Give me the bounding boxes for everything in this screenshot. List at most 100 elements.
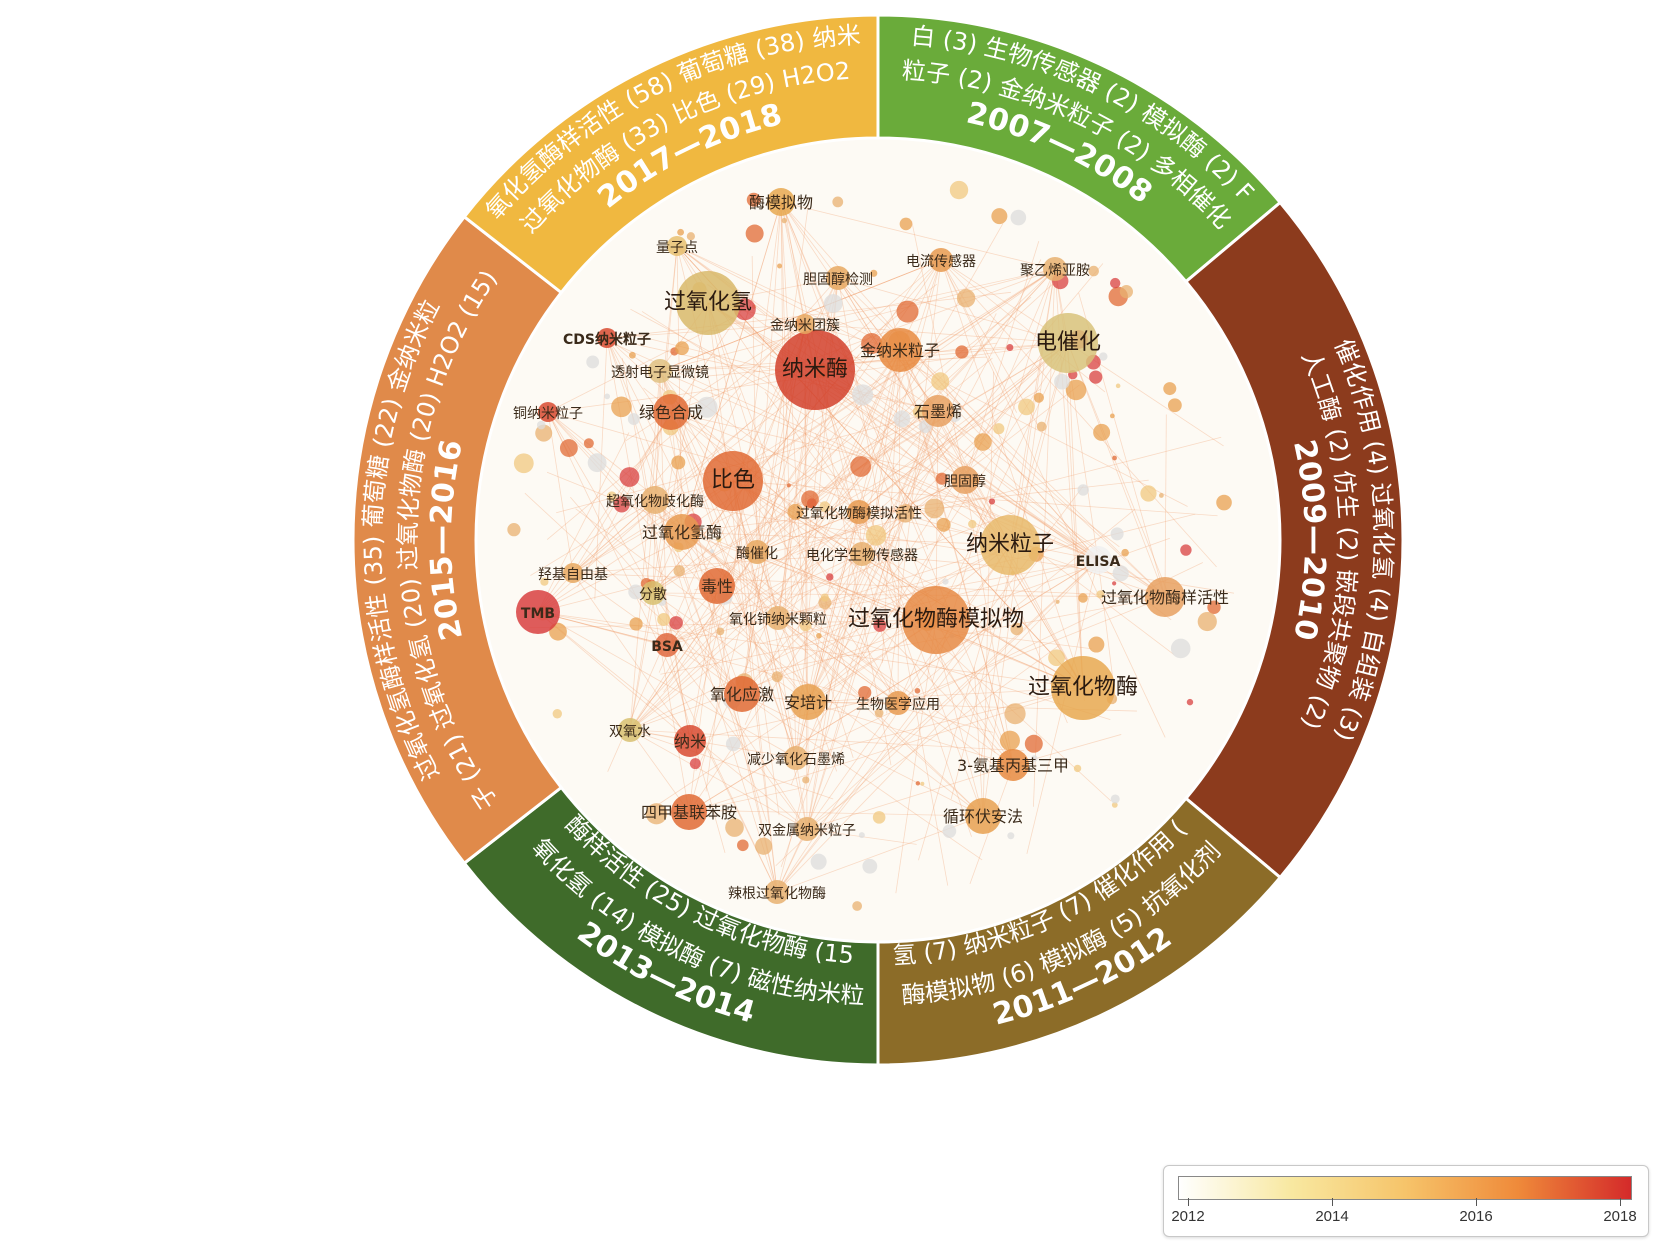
network-edge [659,370,797,759]
minor-node [1140,485,1157,502]
keyword-node: 纳米粒子 [966,515,1054,575]
minor-node [993,423,1005,435]
network-edge [756,511,860,553]
minor-node [745,224,764,243]
network-edge [607,323,806,772]
network-edge [897,596,1166,704]
keyword-node: 四甲基联苯胺 [641,794,737,830]
keyword-bubble [703,451,763,511]
keyword-label: 纳米 [674,732,706,751]
keyword-label: 酶催化 [736,546,778,562]
network-edge [787,510,899,704]
minor-node [725,736,741,752]
minor-node [942,824,957,838]
minor-node [513,453,534,474]
network-edge [537,611,994,733]
network-edge [572,572,1166,598]
keyword-bubble [641,486,669,514]
keyword-label: 铜纳米粒子 [513,406,583,422]
network-edge [982,364,1045,817]
network-edge [780,201,892,766]
keyword-bubble [1051,656,1115,720]
minor-node [1088,636,1105,653]
network-edge [688,559,1099,813]
minor-node [628,584,644,600]
keyword-label: 超氧化物歧化酶 [606,494,704,510]
network-edge [688,585,718,813]
network-edge [660,619,937,675]
minor-node [1167,398,1182,413]
network-edge [732,268,1056,482]
network-edge [643,387,937,621]
network-edge [681,201,782,533]
network-edge [744,349,901,725]
keyword-bubble [878,328,922,372]
network-edge [537,611,668,646]
network-edge [629,349,901,731]
keyword-bubble [922,395,954,427]
network-edge [780,201,787,615]
network-edge [741,198,810,695]
legend-tick-label: 2016 [1459,1208,1493,1225]
minor-node [716,627,725,636]
keyword-node: 酶模拟物 [749,188,813,216]
network-edge [795,687,1084,759]
minor-node [1112,565,1129,582]
network-edge [741,544,1011,695]
minor-node [999,730,1020,751]
keyword-label: 过氧化物酶模拟物 [848,607,1024,632]
keyword-label: 四甲基联苯胺 [641,803,737,822]
network-edge [666,342,1069,646]
network-edge [899,349,1166,598]
keyword-label: 电化学生物传感器 [806,547,918,564]
minor-node [1088,265,1099,277]
keyword-label: 电流传感器 [906,253,976,270]
minor-node [1170,638,1191,659]
keyword-label: 酶模拟物 [749,193,813,212]
network-edge [780,201,797,759]
keyword-label: 聚乙烯亚胺 [1020,263,1090,279]
keyword-label: 纳米酶 [782,357,848,382]
network-edge [806,559,1099,830]
network-edge [940,259,1084,689]
network-edge [681,531,743,695]
network-edge [666,434,850,646]
minor-node [819,501,831,512]
keyword-bubble [655,633,679,657]
keyword-bubble [795,314,815,334]
period-arc [351,214,564,866]
minor-node [677,228,685,236]
minor-node [786,483,791,488]
keyword-node: 石墨烯 [914,395,962,427]
network-edge [652,259,942,594]
minor-node [1004,703,1026,725]
network-edge [688,559,1099,813]
minor-node [583,438,594,449]
keyword-label: 羟基自由基 [538,566,608,583]
network-edge [806,764,1014,830]
keyword-node: 氧化应激 [710,676,774,712]
network-edge [837,277,1069,344]
keyword-label: 减少氧化石墨烯 [747,752,845,768]
minor-node [737,839,749,852]
minor-node [956,289,976,308]
keyword-node: BSA [651,633,683,657]
keyword-bubble [886,691,910,715]
minor-node [1115,383,1121,389]
minor-node [935,472,948,485]
network-edge [795,562,1203,759]
network-edge [646,268,1056,706]
network-edge [572,411,672,574]
legend-color-bar [1178,1176,1632,1200]
minor-node [924,498,945,519]
keyword-node: 毒性 [699,568,735,604]
minor-node [1077,484,1089,496]
network-edge [807,687,1084,703]
minor-node [781,217,787,224]
network-edge [629,302,709,731]
network-edge [648,245,678,522]
minor-node [611,396,632,418]
keyword-node: 过氧化氢 [664,271,752,335]
keyword-label: 金纳米粒子 [860,341,940,360]
keyword-bubble [538,402,558,422]
